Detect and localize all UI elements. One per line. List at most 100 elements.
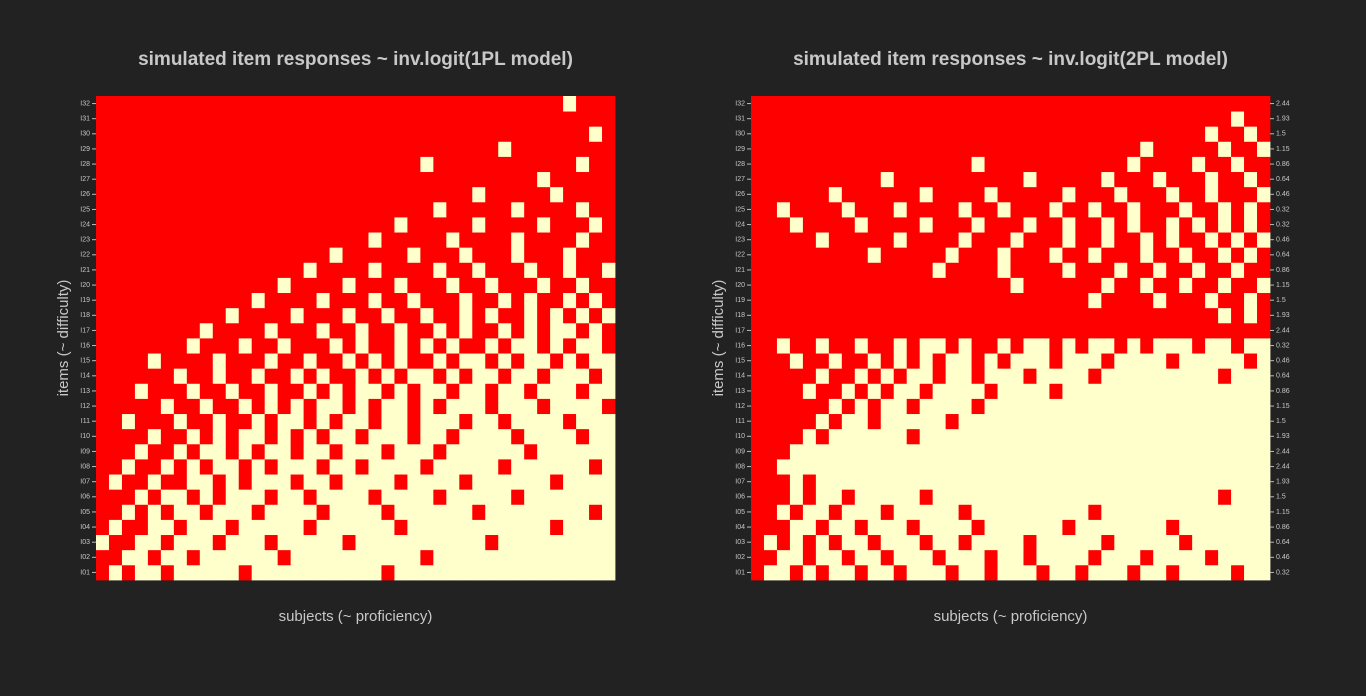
cell (1023, 277, 1037, 294)
cell (290, 413, 304, 430)
cell (1114, 353, 1128, 369)
cell (602, 368, 616, 384)
cell (815, 322, 830, 339)
cell (997, 489, 1011, 505)
cell (186, 126, 201, 142)
cell (511, 201, 525, 218)
cell (751, 277, 765, 294)
cell (550, 398, 564, 415)
cell (485, 322, 499, 339)
cell (225, 111, 240, 127)
cell (303, 186, 317, 203)
cell (776, 322, 791, 339)
cell (906, 277, 921, 294)
cell (381, 368, 395, 384)
cell (264, 171, 279, 188)
cell (290, 489, 304, 505)
cell (1192, 443, 1206, 460)
cell (407, 96, 421, 112)
cell (433, 307, 447, 324)
cell (576, 156, 590, 173)
cell (1101, 307, 1115, 324)
cell (1244, 217, 1258, 233)
y-tick-label: I29 (735, 146, 745, 153)
cell (186, 534, 201, 551)
cell (316, 459, 330, 475)
cell (1075, 474, 1089, 490)
cell (225, 474, 240, 490)
cell (563, 111, 577, 127)
cell (763, 322, 778, 339)
cell (841, 111, 856, 127)
cell (433, 383, 447, 399)
cell (1062, 171, 1076, 188)
cell (776, 564, 791, 581)
cell (1036, 277, 1050, 294)
cell (1049, 368, 1063, 384)
cell (1192, 247, 1206, 263)
cell (446, 338, 460, 354)
cell (420, 338, 434, 354)
cell (290, 474, 304, 490)
cell (134, 141, 149, 157)
cell (329, 126, 343, 142)
cell (537, 489, 551, 505)
cell (919, 277, 934, 294)
cell (563, 383, 577, 399)
cell (225, 141, 240, 157)
cell (485, 459, 499, 475)
cell (1023, 459, 1037, 475)
cell (789, 519, 804, 536)
cell (1036, 201, 1050, 218)
cell (342, 96, 356, 112)
cell (751, 96, 765, 112)
cell (776, 504, 791, 520)
cell (997, 368, 1011, 384)
cell (186, 564, 201, 581)
cell (381, 413, 395, 430)
cell (199, 519, 214, 536)
cell (303, 564, 317, 581)
cell (867, 126, 882, 142)
cell (485, 474, 499, 490)
cell (997, 262, 1011, 278)
cell (971, 307, 985, 324)
cell (1049, 398, 1063, 415)
cell (303, 201, 317, 218)
cell (602, 383, 616, 399)
cell (602, 413, 616, 430)
cell (186, 428, 201, 445)
cell (1153, 96, 1167, 112)
cell (1114, 428, 1128, 445)
cell (763, 277, 778, 294)
cell (1192, 398, 1206, 415)
heatmap-cells (96, 96, 616, 581)
cell (854, 519, 869, 536)
cell (1244, 292, 1258, 309)
cell (1192, 201, 1206, 218)
cell (277, 156, 292, 173)
cell (1062, 322, 1076, 339)
cell (1088, 186, 1102, 203)
cell (121, 504, 136, 520)
cell (589, 338, 603, 354)
cell (789, 443, 804, 460)
cell (945, 186, 959, 203)
cell (96, 489, 110, 505)
cell (550, 338, 564, 354)
cell (1127, 126, 1141, 142)
cell (329, 338, 343, 354)
cell (446, 111, 460, 127)
cell (1231, 519, 1245, 536)
cell (433, 277, 447, 294)
cell (96, 141, 110, 157)
cell (303, 474, 317, 490)
cell (147, 111, 162, 127)
cell (316, 368, 330, 384)
cell (459, 171, 473, 188)
cell (264, 443, 279, 460)
cell (1244, 126, 1258, 142)
cell (225, 186, 240, 203)
cell (186, 262, 201, 278)
cell (1114, 519, 1128, 536)
